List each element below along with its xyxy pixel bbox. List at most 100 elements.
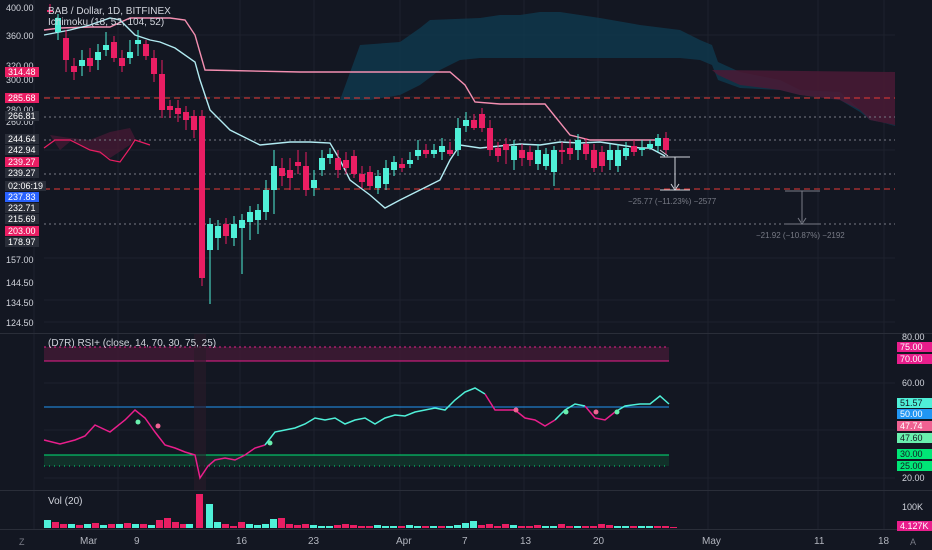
- price-tag: 239.27: [5, 157, 39, 167]
- volume-bar: [366, 526, 373, 528]
- price-axis-tick: 157.00: [6, 255, 34, 265]
- volume-legend[interactable]: Vol (20): [48, 496, 83, 507]
- volume-bar: [294, 525, 301, 528]
- time-axis-label: 20: [593, 536, 605, 547]
- price-axis-tick: 144.50: [6, 278, 34, 288]
- bull-candle: [623, 148, 629, 156]
- volume-bar: [92, 523, 99, 528]
- time-axis-label: 11: [814, 536, 825, 547]
- bull-candle: [207, 224, 213, 250]
- volume-bar: [470, 521, 477, 528]
- volume-bar: [148, 525, 155, 528]
- volume-bar: [186, 524, 193, 528]
- volume-bar: [116, 524, 123, 528]
- volume-bar: [180, 524, 187, 528]
- volume-bar: [214, 522, 221, 528]
- rsi-line-bear: [43, 408, 266, 480]
- bull-candle: [543, 154, 549, 166]
- bear-candle: [295, 162, 301, 166]
- bear-candle: [367, 172, 373, 186]
- time-axis-separator: [0, 529, 932, 530]
- bear-candle: [159, 74, 165, 110]
- rsi-line-bear: [484, 393, 556, 427]
- volume-bar: [382, 526, 389, 528]
- rsi-value-tag: 25.00: [897, 461, 932, 471]
- measure-label: −21.92 (−10.87%) −2192: [756, 231, 845, 240]
- price-axis-tick: 260.00: [6, 117, 34, 127]
- volume-bar: [286, 524, 293, 528]
- price-tag: 203.00: [5, 226, 39, 236]
- price-tag: 02:06:19: [5, 181, 47, 191]
- rsi-axis-tick: 60.00: [902, 378, 925, 388]
- bear-candle: [519, 150, 525, 158]
- volume-bar: [246, 524, 253, 528]
- bull-candle: [575, 140, 581, 150]
- price-axis-tick: 400.00: [6, 3, 34, 13]
- rsi-value-tag: 50.00: [897, 409, 932, 419]
- volume-bar: [132, 524, 139, 528]
- volume-bar: [172, 522, 179, 528]
- symbol-legend[interactable]: BAB / Dollar, 1D, BITFINEX: [48, 6, 171, 17]
- price-tag: 314.48: [5, 67, 39, 77]
- price-tag: 239.27: [5, 168, 39, 178]
- price-axis-tick: 360.00: [6, 31, 34, 41]
- bull-candle: [271, 166, 277, 190]
- pane-separator[interactable]: [0, 333, 932, 334]
- volume-bar: [670, 527, 677, 528]
- bear-candle: [87, 58, 93, 66]
- time-axis-label: 23: [308, 536, 320, 547]
- volume-bar: [414, 526, 421, 528]
- log-scale-icon[interactable]: Z: [19, 537, 25, 547]
- volume-bar: [614, 526, 621, 528]
- bull-candle: [327, 154, 333, 158]
- volume-bar: [638, 526, 645, 528]
- bear-candle: [663, 138, 669, 150]
- rsi-axis-tick: 80.00: [902, 332, 925, 342]
- bull-candle: [391, 162, 397, 170]
- bear-candle: [479, 114, 485, 128]
- bear-candle: [471, 120, 477, 128]
- volume-bar: [140, 524, 147, 528]
- volume-bar: [100, 525, 107, 528]
- volume-bar: [550, 526, 557, 528]
- bull-candle: [455, 128, 461, 150]
- bull-candle: [263, 190, 269, 212]
- ichimoku-legend[interactable]: Ichimoku (18, 52, 104, 52): [48, 17, 165, 28]
- auto-scale-icon[interactable]: A: [910, 537, 917, 547]
- volume-axis-tick: 100K: [902, 502, 924, 512]
- bull-candle: [319, 158, 325, 170]
- bear-candle: [503, 144, 509, 150]
- time-axis-label: 7: [462, 536, 468, 547]
- volume-bar: [502, 524, 509, 528]
- bear-candle: [63, 38, 69, 60]
- rsi-value-tag: 47.74: [897, 421, 932, 431]
- bear-candle: [487, 128, 493, 150]
- bull-candle: [135, 40, 141, 44]
- bear-candle: [631, 146, 637, 152]
- rsi-value-tag: 47.60: [897, 433, 932, 443]
- bear-candle: [199, 116, 205, 278]
- price-tag: 178.97: [5, 237, 39, 247]
- price-axis-tick: 124.50: [6, 318, 34, 328]
- volume-bar: [510, 525, 517, 528]
- rsi-legend[interactable]: (D7R) RSI+ (close, 14, 70, 30, 75, 25): [48, 338, 217, 349]
- volume-bar: [302, 524, 309, 528]
- volume-bar: [606, 525, 613, 528]
- pane-separator[interactable]: [0, 490, 932, 491]
- volume-bar: [374, 525, 381, 528]
- volume-bar: [222, 524, 229, 528]
- price-axis-tick: 280.00: [6, 105, 34, 115]
- bear-candle: [303, 166, 309, 190]
- volume-bar: [486, 524, 493, 528]
- bear-candle: [335, 158, 341, 170]
- chikou-span-line: [43, 139, 151, 163]
- rsi-signal-dot: [135, 419, 141, 425]
- rsi-signal-dot: [267, 440, 273, 446]
- volume-bar: [662, 526, 669, 528]
- price-axis-tick: 134.50: [6, 298, 34, 308]
- bull-candle: [375, 176, 381, 188]
- bull-candle: [127, 52, 133, 58]
- bull-candle: [511, 146, 517, 160]
- volume-bar: [526, 526, 533, 528]
